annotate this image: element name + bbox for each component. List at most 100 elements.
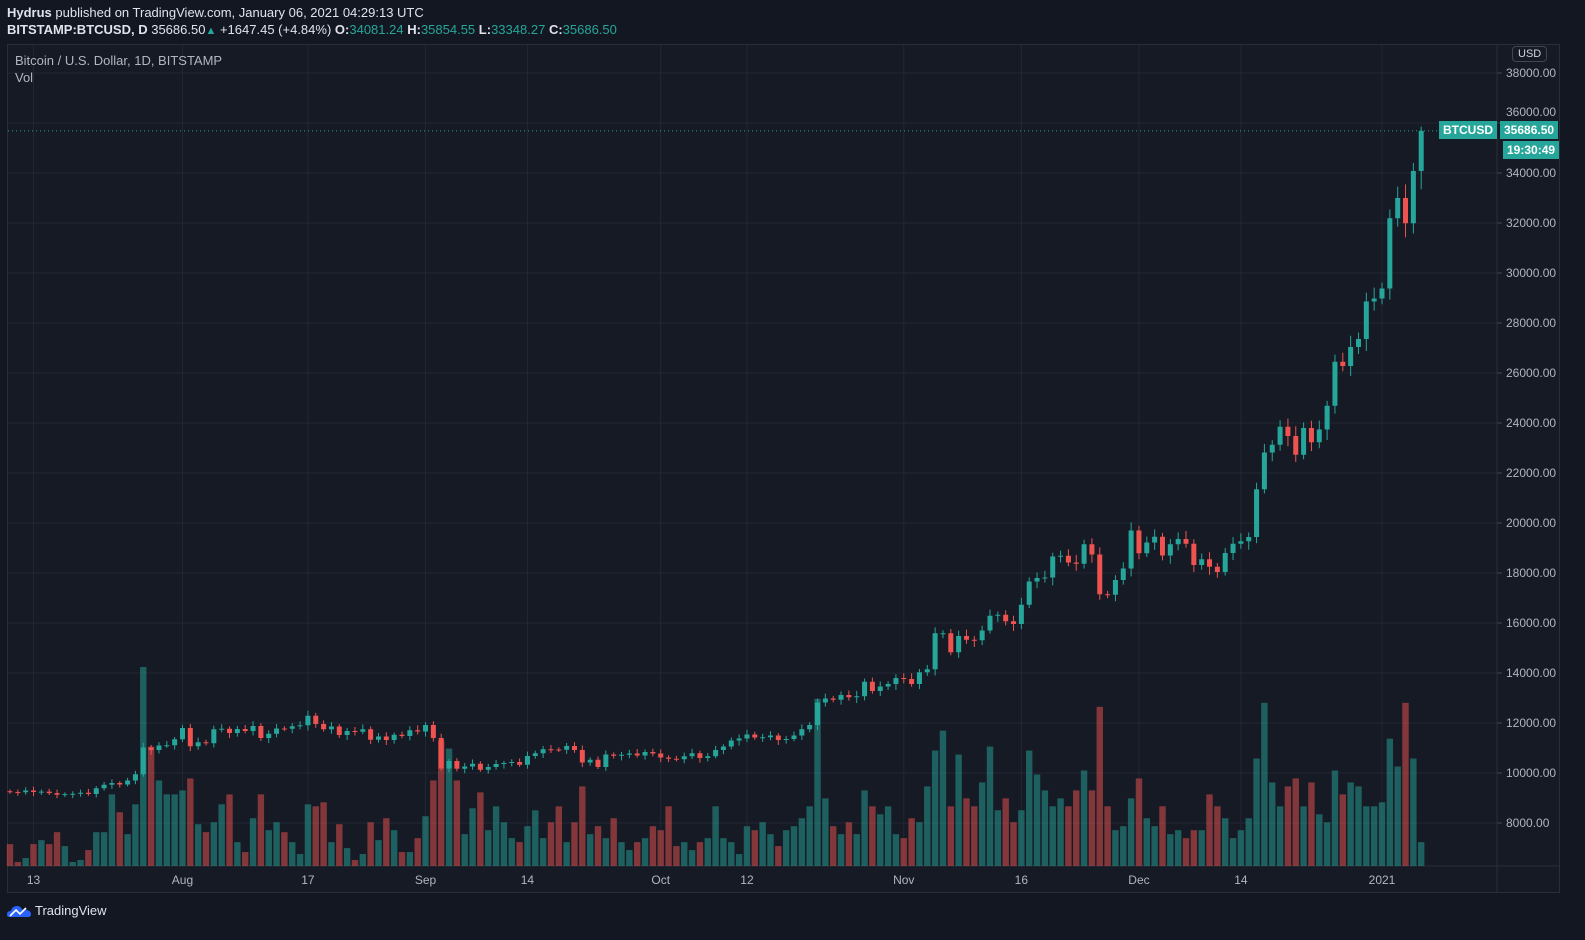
volume-bar (869, 806, 876, 866)
candle-body (70, 793, 76, 795)
time-label: 16 (1015, 873, 1029, 887)
candle-body (1277, 426, 1283, 445)
candle-body (971, 639, 977, 641)
candle-body (697, 753, 703, 758)
volume-bar (22, 858, 29, 866)
volume-bar (939, 730, 947, 866)
volume-bar (1378, 802, 1386, 866)
volume-bar (328, 842, 335, 866)
candle-body (767, 735, 773, 738)
candle-body (1254, 489, 1260, 537)
volume-bar (492, 806, 500, 866)
volume-bar (782, 830, 790, 866)
volume-bar (1292, 778, 1299, 866)
volume-bar (485, 830, 492, 866)
volume-bar (30, 844, 37, 866)
currency-button[interactable]: USD (1512, 46, 1548, 62)
candle-body (470, 763, 476, 767)
candle-body (1363, 301, 1369, 339)
candle-body (728, 740, 734, 747)
published-text: published on TradingView.com, January 06… (55, 5, 424, 20)
candle-body (1371, 298, 1377, 302)
volume-bar (1316, 814, 1323, 866)
chart-pane[interactable] (7, 44, 1560, 893)
candle-body (1136, 530, 1142, 554)
price-label: 14000.00 (1506, 666, 1556, 680)
candle-body (203, 742, 209, 744)
volume-bar (767, 834, 774, 866)
candle-body (548, 749, 554, 751)
volume-bar (124, 834, 131, 866)
candle-body (117, 783, 123, 785)
candle-body (187, 728, 193, 747)
candle-body (673, 758, 679, 760)
volume-bar (1229, 838, 1237, 866)
volume-bar (1418, 842, 1425, 866)
volume-bar (367, 822, 374, 866)
candle-body (1214, 566, 1220, 572)
candle-body (1073, 562, 1079, 564)
author[interactable]: Hydrus (7, 5, 52, 20)
candle-body (705, 756, 711, 758)
candle-body (1355, 339, 1361, 347)
brand: TradingView (35, 903, 107, 918)
volume-bar (571, 822, 578, 866)
candle-body (587, 759, 593, 763)
candle-body (1222, 553, 1228, 572)
volume-bar (790, 826, 798, 866)
volume-bar (336, 824, 343, 866)
volume-bar (845, 822, 853, 866)
candle-body (31, 790, 37, 792)
volume-bar (414, 838, 421, 866)
candle-body (1128, 530, 1134, 569)
volume-bar (77, 860, 84, 866)
volume-bar (579, 786, 586, 866)
volume-bar (1080, 770, 1088, 866)
candle-body (932, 633, 938, 670)
candle-body (38, 791, 44, 793)
price-label: 12000.00 (1506, 716, 1556, 730)
volume-bar (1033, 774, 1041, 866)
volume-bar (1253, 758, 1260, 866)
volume-bar (626, 850, 633, 866)
candle-body (1050, 556, 1056, 578)
candle-body (775, 735, 781, 740)
volume-bar (963, 798, 970, 866)
volume-bar (728, 842, 735, 866)
time-label: 14 (1234, 873, 1248, 887)
candle-body (822, 698, 828, 703)
volume-bar (38, 840, 45, 866)
volume-bar (1112, 830, 1119, 866)
candle-body (313, 715, 319, 724)
candle-body (305, 715, 311, 726)
volume-bar (602, 838, 610, 866)
chart-legend: Bitcoin / U.S. Dollar, 1D, BITSTAMP Vol (15, 52, 222, 86)
candle-body (148, 747, 154, 750)
price-label: 10000.00 (1506, 766, 1556, 780)
candle-body (1395, 198, 1401, 219)
volume-bar (249, 818, 257, 866)
time-label: Aug (172, 873, 193, 887)
volume-bar (634, 842, 641, 866)
time-label: Sep (415, 873, 437, 887)
volume-bar (1300, 806, 1307, 866)
candle-body (846, 695, 852, 698)
symbol-tag: BTCUSD (1439, 121, 1497, 139)
volume-bar (234, 842, 241, 866)
volume-bar (673, 846, 680, 866)
candle-body (713, 750, 719, 757)
volume-bar (1120, 826, 1127, 866)
volume-bar (696, 842, 704, 866)
candle-body (1316, 429, 1322, 443)
tradingview-logo[interactable]: TradingView (7, 903, 107, 918)
volume-bar (343, 848, 351, 866)
volume-bar (641, 838, 649, 866)
volume-bar (861, 790, 868, 866)
volume-bar (257, 794, 265, 866)
candle-body (274, 728, 280, 734)
volume-bar (877, 814, 884, 866)
volume-bar (618, 842, 625, 866)
volume-bar (712, 806, 719, 866)
candle-body (1105, 594, 1111, 596)
